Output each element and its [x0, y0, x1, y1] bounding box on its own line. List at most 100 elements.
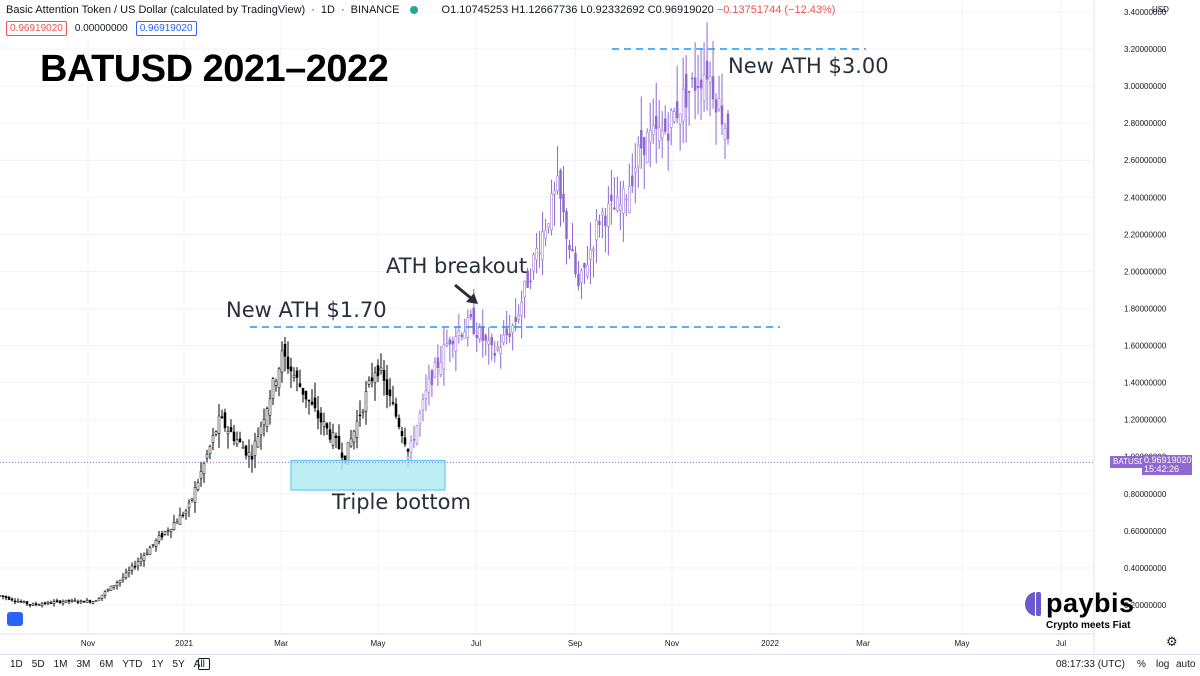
candle-body — [669, 110, 673, 128]
candle-body — [397, 417, 401, 428]
y-tick-label: 3.40000000 — [1124, 8, 1167, 17]
ohlc-values: O1.10745253 H1.12667736 L0.92332692 C0.9… — [442, 4, 836, 16]
candle-body — [675, 101, 679, 119]
candle-body — [40, 603, 44, 606]
tf-ytd[interactable]: YTD — [122, 659, 143, 670]
candle-body — [385, 379, 389, 395]
high-value: H1.12667736 — [511, 4, 578, 16]
log-toggle[interactable]: log — [1156, 659, 1170, 670]
candle-body — [406, 456, 410, 459]
y-tick-label: 2.20000000 — [1124, 230, 1167, 239]
candle-body — [130, 565, 134, 571]
candle-body — [49, 602, 53, 604]
candle-body — [610, 194, 613, 202]
tf-1y[interactable]: 1Y — [151, 659, 164, 670]
candle-body — [640, 130, 643, 149]
candle-body — [687, 91, 691, 93]
price-chart[interactable]: 0.20000000 0.40000000 0.60000000 0.80000000… — [0, 0, 1200, 654]
tf-5y[interactable]: 5Y — [172, 659, 185, 670]
candle-body — [523, 281, 526, 298]
tf-3m[interactable]: 3M — [76, 659, 91, 670]
candle-body — [634, 167, 637, 173]
candle-body — [538, 252, 541, 255]
candle-body — [235, 439, 239, 445]
y-tick-label: 0.40000000 — [1124, 564, 1167, 573]
candle-body — [196, 482, 200, 490]
candle-body — [580, 270, 583, 283]
candle-body — [499, 347, 502, 354]
chart-title: BATUSD 2021–2022 — [40, 48, 389, 90]
tf-6m[interactable]: 6M — [99, 659, 114, 670]
candle-body — [445, 343, 449, 346]
x-tick-label: Jul — [1056, 639, 1066, 648]
x-tick-label: Sep — [568, 639, 583, 648]
candle-body — [367, 380, 371, 385]
utc-clock[interactable]: 08:17:33 (UTC) — [1056, 659, 1125, 670]
date-range-icon[interactable] — [198, 658, 210, 670]
candle-body — [85, 600, 89, 603]
candle-body — [88, 600, 92, 603]
tf-1d[interactable]: 1D — [10, 659, 23, 670]
breakout-arrow — [454, 283, 473, 301]
candle-body — [637, 144, 640, 168]
candle-body — [190, 498, 194, 501]
candle-body — [717, 98, 721, 110]
candle-body — [46, 601, 50, 605]
candle-body — [684, 73, 688, 108]
interval[interactable]: 1D — [320, 4, 335, 16]
tf-5d[interactable]: 5D — [31, 659, 45, 670]
sell-price-button[interactable]: 0.96919020 — [6, 21, 67, 36]
candle-body — [55, 600, 59, 602]
tf-1m[interactable]: 1M — [53, 659, 68, 670]
candle-body — [648, 130, 652, 143]
candle-body — [547, 223, 550, 228]
auto-toggle[interactable]: auto — [1176, 659, 1196, 670]
candle-body — [223, 412, 227, 429]
candle-body — [714, 99, 718, 113]
candle-body — [403, 437, 407, 445]
candle-body — [52, 601, 56, 605]
candle-body — [208, 446, 212, 454]
annotation-new-ath-170: New ATH $1.70 — [226, 298, 387, 322]
candle-body — [586, 264, 589, 277]
settings-gear-icon[interactable]: ⚙ — [1166, 635, 1178, 650]
candle-body — [475, 335, 479, 338]
candle-body — [352, 430, 356, 443]
candle-body — [172, 522, 176, 530]
candle-body — [646, 131, 649, 163]
candle-body — [505, 328, 508, 336]
candle-body — [292, 375, 296, 378]
candle-body — [271, 378, 275, 399]
candle-body — [690, 77, 694, 80]
candle-body — [559, 170, 562, 199]
currency-label[interactable]: USD — [1152, 5, 1169, 14]
candle-body — [511, 325, 514, 333]
candle-body — [7, 597, 11, 600]
candle-body — [160, 533, 164, 538]
candle-body — [681, 88, 685, 122]
candle-body — [286, 356, 290, 369]
candle-body — [660, 130, 664, 139]
candle-body — [241, 447, 245, 449]
candle-body — [574, 252, 577, 275]
low-value: L0.92332692 — [580, 4, 645, 16]
percent-toggle[interactable]: % — [1137, 659, 1146, 670]
candle-body — [112, 585, 116, 588]
candle-body — [553, 190, 556, 195]
candle-body — [550, 193, 553, 231]
candle-body — [124, 572, 128, 578]
tf-all[interactable]: All — [193, 659, 205, 670]
paybis-logo: paybis Crypto meets Fiat — [1024, 588, 1144, 634]
y-tick-label: 2.60000000 — [1124, 156, 1167, 165]
candle-body — [529, 280, 532, 283]
bottom-toolbar: 1D 5D 1M 3M 6M YTD 1Y 5Y All 08:17:33 (U… — [0, 654, 1200, 676]
candle-body — [310, 401, 314, 405]
tradingview-logo-icon[interactable] — [7, 612, 23, 626]
x-tick-label: Nov — [81, 639, 95, 648]
candle-body — [427, 377, 431, 393]
candle-body — [654, 115, 658, 129]
buy-price-button[interactable]: 0.96919020 — [135, 21, 197, 36]
symbol-title[interactable]: Basic Attention Token / US Dollar (calcu… — [6, 4, 306, 16]
candle-body — [607, 203, 610, 227]
candle-body — [463, 331, 467, 339]
